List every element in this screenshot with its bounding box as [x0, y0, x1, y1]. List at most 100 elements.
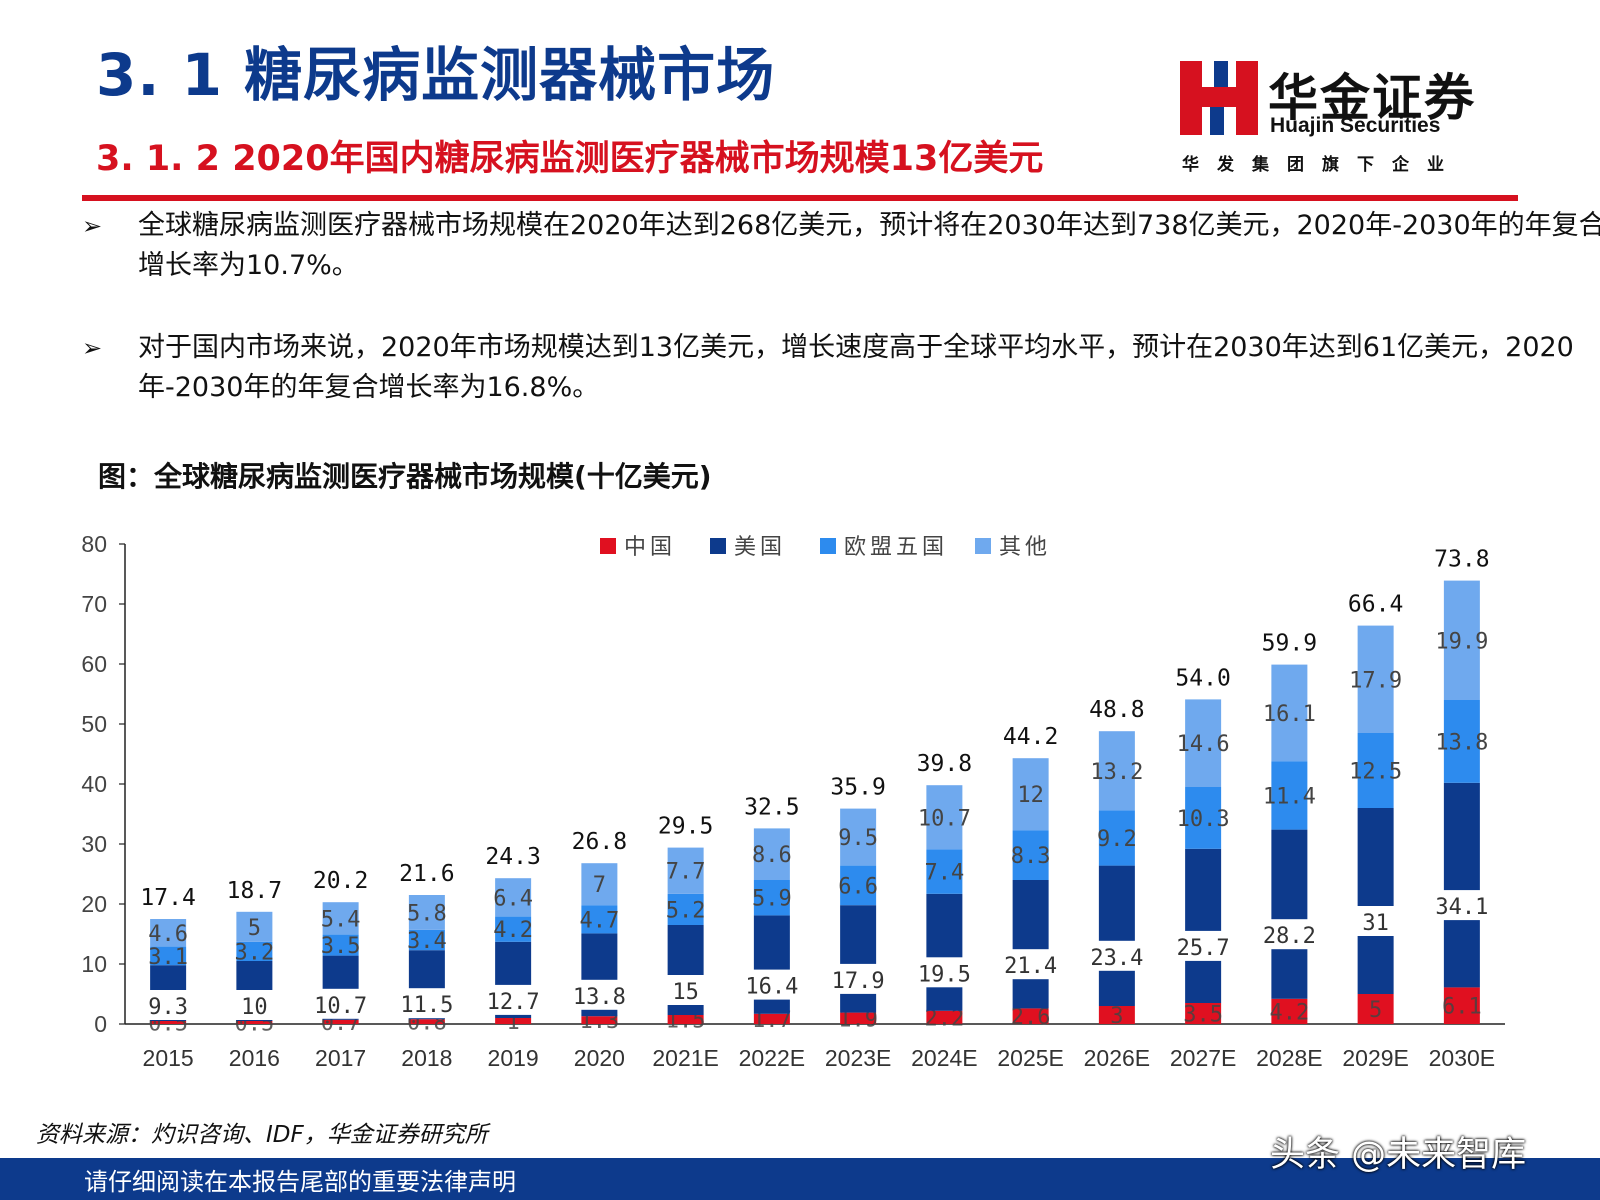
bar-segment: [322, 934, 359, 956]
data-label: 4.7: [580, 908, 620, 933]
data-label: 10.7: [314, 994, 367, 1019]
bar-segment: [926, 893, 963, 1011]
data-label-box: [491, 984, 536, 1015]
total-label: 29.5: [658, 814, 713, 840]
total-label: 20.2: [313, 868, 368, 894]
x-tick-label: 2018: [401, 1045, 452, 1071]
data-label: 19.9: [1435, 629, 1488, 654]
data-label: 17.9: [1349, 668, 1402, 693]
bar-segment: [1271, 829, 1308, 999]
total-label: 21.6: [399, 861, 454, 887]
data-label: 6.4: [493, 886, 533, 911]
legend-label: 美国: [734, 535, 786, 560]
arrow-bullet-icon: ➢: [82, 212, 103, 240]
bar-segment: [322, 1019, 359, 1024]
bar-segment: [1271, 664, 1308, 762]
bar-segment: [150, 919, 187, 947]
data-label: 10: [241, 995, 268, 1020]
data-label: 3.4: [407, 929, 447, 954]
data-label-box: [1353, 906, 1398, 936]
data-label: 9.5: [838, 826, 878, 851]
bar-segment: [1357, 625, 1394, 733]
data-label: 10.7: [918, 806, 971, 831]
total-label: 54.0: [1175, 665, 1230, 691]
total-label: 73.8: [1434, 547, 1489, 573]
data-label: 5.9: [752, 887, 792, 912]
y-tick-label: 80: [81, 531, 107, 557]
data-label: 13.8: [1435, 730, 1488, 755]
data-label-box: [146, 990, 191, 1020]
data-label-box: [1181, 930, 1226, 961]
bar-segment: [667, 893, 704, 925]
bar-segment: [753, 880, 790, 916]
footer-bar: 请仔细阅读在本报告尾部的重要法律声明: [0, 1158, 1600, 1200]
bar-segment: [1185, 848, 1222, 1003]
bar-segment: [581, 1016, 618, 1024]
huajin-logo-icon: [1180, 61, 1258, 135]
data-label: 3.1: [148, 945, 188, 970]
legend-swatch: [820, 538, 836, 554]
data-label: 12.7: [487, 990, 540, 1015]
bar-segment: [236, 911, 273, 942]
data-label-box: [1008, 949, 1053, 980]
arrow-bullet-icon: ➢: [82, 334, 103, 362]
bar-segment: [1012, 830, 1049, 880]
data-label-box: [663, 975, 708, 1005]
data-label: 5.2: [666, 898, 706, 923]
x-tick-label: 2028E: [1256, 1045, 1323, 1071]
bar-segment: [1012, 758, 1049, 831]
data-label: 4.2: [493, 918, 533, 943]
bar-segment: [753, 828, 790, 880]
data-label: 25.7: [1177, 936, 1230, 961]
data-label: 6.1: [1442, 995, 1482, 1020]
bar-segment: [926, 849, 963, 894]
bar-segment: [495, 878, 532, 917]
figure-title: 图：全球糖尿病监测医疗器械市场规模(十亿美元): [98, 460, 712, 493]
total-label: 66.4: [1348, 592, 1403, 618]
data-label-box: [749, 969, 794, 1000]
bar-segment: [495, 1018, 532, 1024]
bar-segment: [840, 1012, 877, 1024]
data-label-box: [232, 990, 277, 1020]
data-label: 7: [593, 873, 606, 898]
bar-segment: [408, 895, 445, 930]
bar-segment: [1443, 987, 1480, 1024]
data-label: 34.1: [1435, 895, 1488, 920]
x-tick-label: 2016: [229, 1045, 280, 1071]
bar-segment: [1443, 700, 1480, 783]
bar-segment: [150, 946, 187, 966]
legend-label: 欧盟五国: [844, 535, 948, 560]
y-tick-label: 50: [81, 711, 107, 737]
bar-segment: [1357, 994, 1394, 1024]
total-label: 24.3: [485, 844, 540, 870]
bar-segment: [495, 916, 532, 942]
legend-label: 其他: [999, 535, 1051, 560]
stacked-bar-chart: 010203040506070800.59.33.14.617.420150.5…: [81, 531, 1505, 1071]
data-label: 3.5: [321, 934, 361, 959]
data-label-box: [1094, 940, 1139, 971]
data-label: 16.4: [745, 975, 798, 1000]
bar-segment: [236, 941, 273, 961]
x-tick-label: 2022E: [739, 1045, 806, 1071]
data-label: 9.3: [148, 995, 188, 1020]
bar-segment: [840, 905, 877, 1013]
data-label: 12.5: [1349, 760, 1402, 785]
source-note: 资料来源：灼识咨询、IDF，华金证券研究所: [36, 1122, 488, 1148]
bar-segment: [1098, 731, 1135, 811]
legend-label: 中国: [624, 535, 676, 560]
header-divider: [82, 195, 1518, 201]
data-label: 9.2: [1097, 827, 1137, 852]
data-label: 8.3: [1011, 844, 1051, 869]
total-label: 44.2: [1003, 724, 1058, 750]
bar-segment: [840, 808, 877, 866]
x-tick-label: 2017: [315, 1045, 366, 1071]
bar-segment: [1098, 1006, 1135, 1024]
data-label: 13.8: [573, 985, 626, 1010]
bar-segment: [322, 902, 359, 935]
logo-english-name: Huajin Securities: [1270, 114, 1441, 137]
total-label: 18.7: [227, 878, 282, 904]
bar-segment: [753, 1013, 790, 1024]
data-label: 13.2: [1090, 760, 1143, 785]
x-tick-label: 2021E: [652, 1045, 719, 1071]
data-label: 6.6: [838, 874, 878, 899]
